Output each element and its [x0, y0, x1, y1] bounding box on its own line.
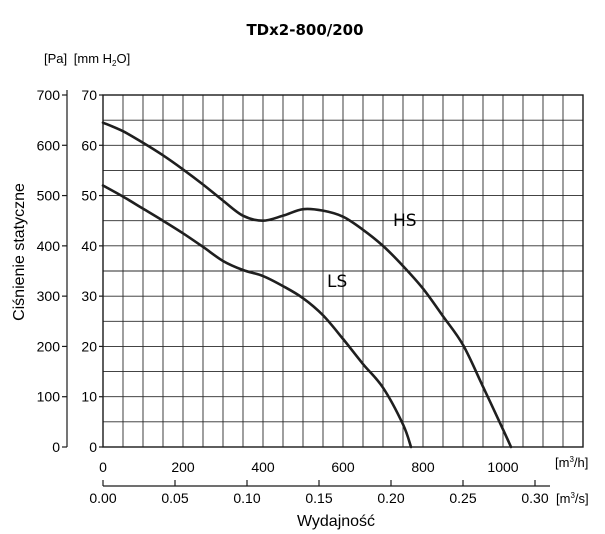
y-pa-tick-label: 0 [52, 439, 60, 455]
y-mm-tick-label: 70 [81, 87, 97, 103]
y-pa-tick-label: 400 [37, 238, 61, 254]
y-units-label: [Pa] [mm H2O] [44, 51, 130, 68]
y-pa-tick-label: 500 [37, 188, 61, 204]
x-m3h-tick-label: 200 [171, 459, 195, 475]
series-line-ls [101, 184, 413, 449]
curves: HS LS [101, 121, 513, 449]
y-mm-tick-label: 10 [81, 389, 97, 405]
x-m3h-tick-label: 600 [331, 459, 355, 475]
x-m3h-tick-label: 400 [251, 459, 275, 475]
x-m3s-tick-label: 0.05 [161, 490, 188, 506]
y-mm-tick-label: 0 [89, 439, 97, 455]
y-mm-tick-label: 60 [81, 137, 97, 153]
series-line-hs [101, 121, 513, 449]
y-pa-tick-label: 100 [37, 389, 61, 405]
x-m3s-tick-label: 0.30 [521, 490, 548, 506]
x-units-m3s: [m3/s] [556, 491, 589, 506]
x-m3s-tick-label: 0.00 [89, 490, 116, 506]
y-mm-tick-label: 20 [81, 338, 97, 354]
x-m3s-tick-label: 0.25 [449, 490, 476, 506]
y-pa-tick-label: 600 [37, 137, 61, 153]
x-m3s-tick-label: 0.15 [305, 490, 332, 506]
y-mm-tick-label: 40 [81, 238, 97, 254]
chart-title: TDx2-800/200 [246, 21, 363, 39]
y-pa-tick-label: 700 [37, 87, 61, 103]
x-m3s-tick-label: 0.10 [233, 490, 260, 506]
series-label-ls: LS [327, 272, 347, 292]
y-mm-tick-label: 50 [81, 188, 97, 204]
x-units-m3h: [m3/h] [555, 455, 588, 470]
y-axis-title: Ciśnienie statyczne [11, 183, 28, 321]
x-m3h-tick-label: 0 [99, 459, 107, 475]
y-pa-tick-label: 300 [37, 288, 61, 304]
x-axis-title: Wydajność [297, 513, 375, 530]
x-m3s-tick-label: 0.20 [377, 490, 404, 506]
series-label-hs: HS [393, 211, 417, 231]
grid [103, 95, 583, 447]
x-m3h-tick-label: 800 [411, 459, 435, 475]
y-mm-tick-label: 30 [81, 288, 97, 304]
plot-frame [102, 94, 584, 448]
x-m3h-tick-label: 1000 [487, 459, 518, 475]
y-pa-tick-label: 200 [37, 338, 61, 354]
axes [62, 90, 584, 487]
